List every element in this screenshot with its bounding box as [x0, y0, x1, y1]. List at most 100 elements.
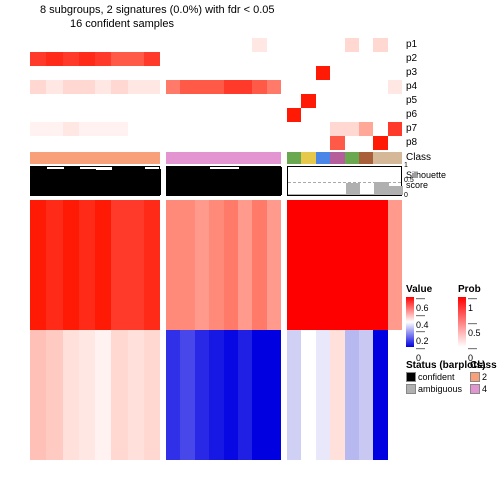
heat-cell: [316, 330, 330, 460]
silhouette-panel: [287, 166, 402, 196]
class-cell: [267, 152, 281, 164]
heat-cell: [95, 136, 111, 150]
silhouette-bar: [253, 167, 267, 196]
heat-cell: [238, 52, 252, 66]
top-heat-row: [30, 108, 160, 122]
heat-cell: [238, 330, 252, 460]
heat-cell: [388, 108, 402, 122]
heat-cell: [195, 108, 209, 122]
heat-cell: [388, 136, 402, 150]
silhouette-bar: [331, 194, 345, 196]
class-cell: [238, 152, 252, 164]
heat-cell: [373, 80, 387, 94]
heat-cell: [195, 200, 209, 330]
class-cell: [209, 152, 223, 164]
heat-cell: [287, 122, 301, 136]
legend-item: 4: [470, 384, 497, 395]
top-heat-row: [166, 122, 281, 136]
heat-cell: [373, 66, 387, 80]
heat-cell: [46, 52, 62, 66]
heat-cell: [252, 38, 266, 52]
heat-cell: [252, 122, 266, 136]
heat-cell: [95, 122, 111, 136]
heat-cell: [195, 38, 209, 52]
heat-cell: [180, 200, 194, 330]
legend-swatch: [406, 372, 416, 382]
silhouette-bar: [239, 167, 253, 196]
heat-cell: [63, 38, 79, 52]
class-cell: [359, 152, 373, 164]
heat-cell: [330, 330, 344, 460]
heat-cell: [267, 52, 281, 66]
heat-cell: [287, 200, 301, 330]
heat-cell: [316, 66, 330, 80]
heat-cell: [238, 94, 252, 108]
heat-cell: [95, 80, 111, 94]
heat-cell: [111, 52, 127, 66]
heat-cell: [63, 52, 79, 66]
heat-cell: [238, 108, 252, 122]
heat-cell: [209, 66, 223, 80]
row-label: p5: [406, 95, 417, 106]
heat-cell: [330, 94, 344, 108]
heat-cell: [128, 66, 144, 80]
heat-cell: [195, 52, 209, 66]
heat-cell: [30, 52, 46, 66]
heat-cell: [388, 66, 402, 80]
class-cell: [195, 152, 209, 164]
heat-cell: [95, 38, 111, 52]
heat-cell: [238, 38, 252, 52]
silhouette-panel: [166, 166, 281, 196]
heat-cell: [30, 66, 46, 80]
heat-cell: [316, 200, 330, 330]
heat-cell: [144, 200, 160, 330]
heat-cell: [238, 80, 252, 94]
heat-cell: [111, 330, 127, 460]
class-cell: [95, 152, 111, 164]
top-heat-row: [287, 122, 402, 136]
silhouette-bar: [167, 167, 181, 196]
class-cell: [128, 152, 144, 164]
heat-cell: [301, 122, 315, 136]
heat-cell: [144, 136, 160, 150]
heat-cell: [195, 80, 209, 94]
class-cell: [316, 152, 330, 164]
heat-cell: [359, 38, 373, 52]
silhouette-bar: [360, 194, 374, 196]
heat-cell: [79, 136, 95, 150]
heat-cell: [166, 136, 180, 150]
heat-cell: [63, 80, 79, 94]
heat-cell: [111, 80, 127, 94]
heat-cell: [287, 94, 301, 108]
heat-cell: [267, 80, 281, 94]
legend-value-gradient: [406, 297, 414, 347]
heat-cell: [359, 66, 373, 80]
heat-cell: [345, 38, 359, 52]
silhouette-tick: 0: [404, 192, 408, 199]
row-label: p7: [406, 123, 417, 134]
heat-cell: [345, 122, 359, 136]
heat-cell: [128, 80, 144, 94]
heat-cell: [373, 94, 387, 108]
heat-cell: [316, 52, 330, 66]
heat-cell: [359, 122, 373, 136]
top-heat-row: [166, 94, 281, 108]
heat-cell: [224, 52, 238, 66]
title-line-2: 16 confident samples: [70, 18, 174, 30]
heat-cell: [195, 136, 209, 150]
heat-cell: [301, 94, 315, 108]
heat-cell: [79, 122, 95, 136]
main-heat-row: [30, 200, 160, 330]
heat-cell: [287, 66, 301, 80]
heat-cell: [238, 136, 252, 150]
silhouette-bar: [288, 194, 302, 196]
row-label: p8: [406, 137, 417, 148]
legend-label: 2: [482, 372, 487, 382]
top-heat-row: [30, 52, 160, 66]
heat-cell: [195, 122, 209, 136]
class-cell: [166, 152, 180, 164]
legend-value: Value — 0.6— 0.4— 0.2— 0: [406, 284, 432, 347]
silhouette-bar: [181, 167, 195, 196]
heat-cell: [316, 94, 330, 108]
class-cell: [180, 152, 194, 164]
